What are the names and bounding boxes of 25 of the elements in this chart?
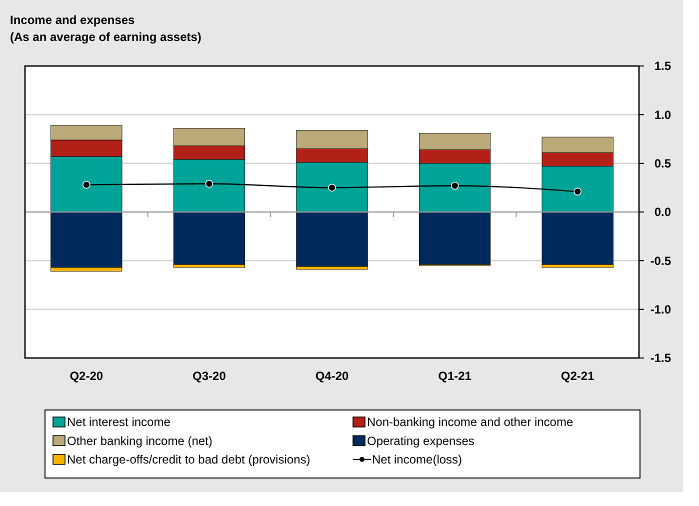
y-tick-label: 0.0 <box>654 205 672 220</box>
chart-subtitle: (As an average of earning assets) <box>10 30 202 44</box>
x-tick-label: Q2-21 <box>560 369 595 383</box>
x-tick-label: Q1-21 <box>438 369 472 383</box>
x-tick-label: Q4-20 <box>315 369 349 383</box>
y-tick-label: 1.5 <box>654 59 672 74</box>
legend-label: Net income(loss) <box>372 452 462 467</box>
y-tick-label: -1.0 <box>650 302 672 317</box>
point <box>205 180 214 188</box>
y-tick-label: -1.5 <box>650 351 672 366</box>
point <box>82 180 90 189</box>
chart-title: Income and expenses <box>10 13 136 27</box>
legend-label: Non-banking income and other income <box>367 415 574 430</box>
legend-label: Net charge-offs/credit to bad debt (provisions) <box>67 452 310 467</box>
y-tick-label: 0.5 <box>654 156 672 171</box>
legend-label: Net interest income <box>67 415 171 430</box>
x-tick-label: Q2-20 <box>70 369 104 383</box>
point <box>574 188 582 196</box>
legend-label: Other banking income (net) <box>67 434 212 448</box>
y-tick-label: -0.5 <box>650 254 672 268</box>
point <box>328 184 336 192</box>
legend-label: Operating expenses <box>367 434 474 448</box>
y-tick-label: 1.0 <box>654 108 672 122</box>
x-tick-label: Q3-20 <box>192 369 226 383</box>
point <box>450 182 459 190</box>
